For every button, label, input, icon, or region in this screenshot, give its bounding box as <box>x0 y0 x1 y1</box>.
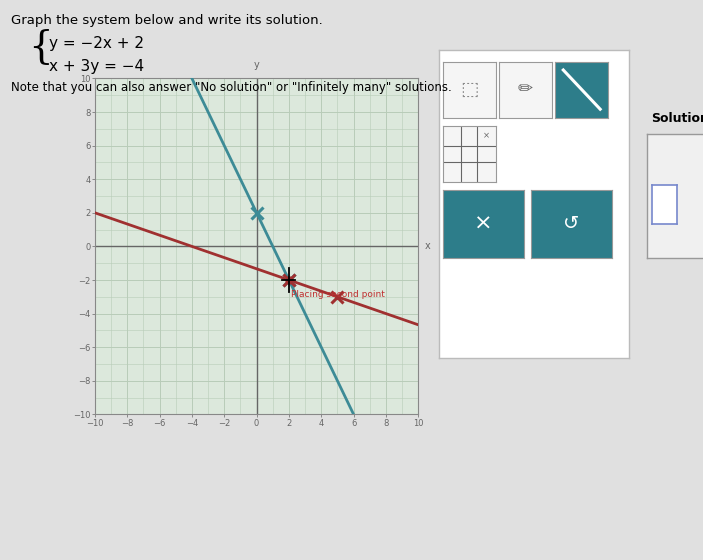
Text: y: y <box>254 60 259 70</box>
Text: ⬚: ⬚ <box>460 80 479 99</box>
Text: ×: × <box>483 132 489 141</box>
Text: ✏: ✏ <box>518 81 533 99</box>
Text: Note that you can also answer "No solution" or "Infinitely many" solutions.: Note that you can also answer "No soluti… <box>11 81 451 94</box>
Text: Placing second point: Placing second point <box>291 290 385 299</box>
Text: ×: × <box>474 214 493 234</box>
Text: {: { <box>28 29 53 66</box>
Text: y = −2x + 2: y = −2x + 2 <box>49 36 144 52</box>
Text: x: x <box>425 241 430 251</box>
Text: x + 3y = −4: x + 3y = −4 <box>49 59 144 74</box>
Text: Solution:: Solution: <box>651 111 703 124</box>
Text: ↺: ↺ <box>563 214 579 234</box>
Text: Graph the system below and write its solution.: Graph the system below and write its sol… <box>11 14 322 27</box>
